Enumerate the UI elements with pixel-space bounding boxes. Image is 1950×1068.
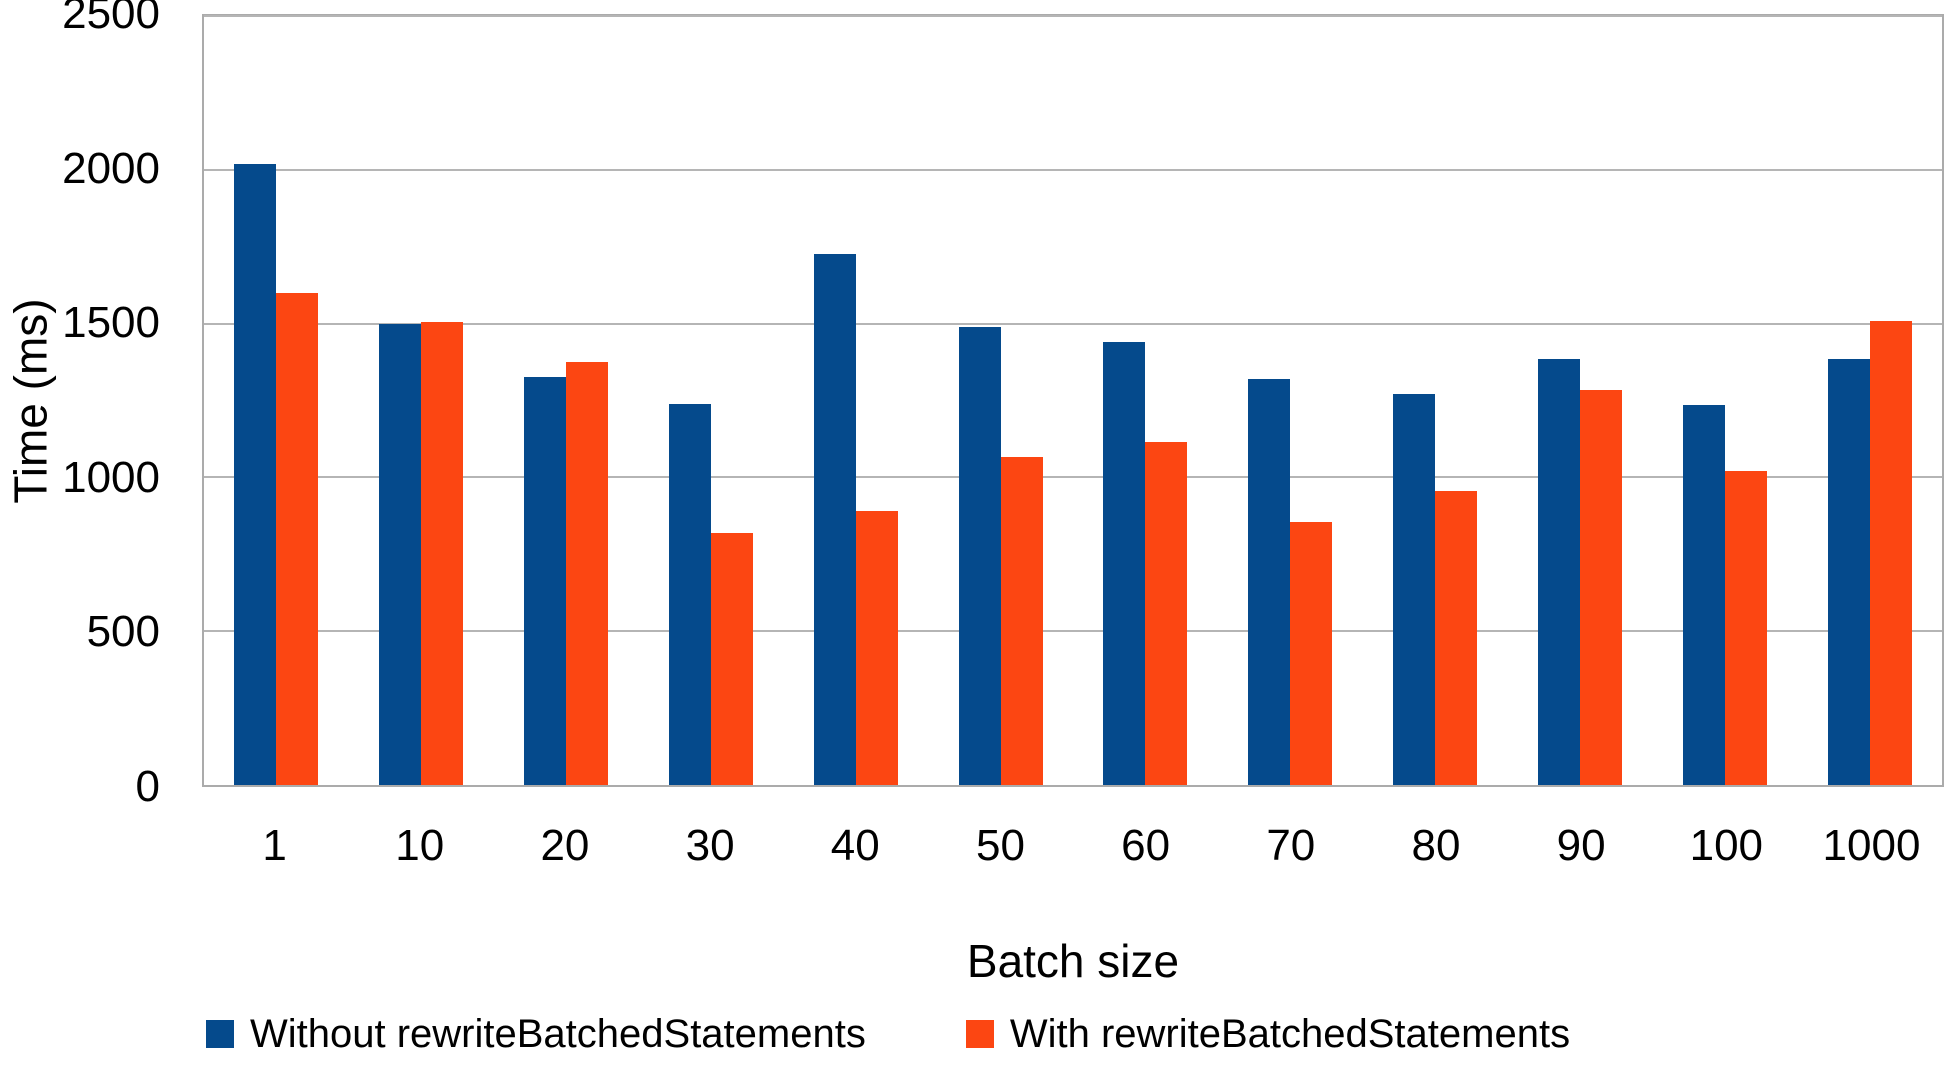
x-axis-tick-labels: 1 10 20 30 40 50 60 70 80 90 100 1000 [202, 824, 1944, 868]
x-tick-label-10: 10 [395, 821, 445, 870]
bar-without-rbs-20 [524, 377, 567, 785]
bar-with-rbs-1000 [1869, 320, 1912, 785]
y-tick-label-2000: 2000 [62, 143, 160, 193]
bar-without-rbs-70 [1248, 378, 1291, 785]
x-tick-label-20: 20 [540, 821, 590, 870]
bar-with-rbs-50 [1000, 457, 1043, 785]
x-tick-label-30: 30 [685, 821, 735, 870]
x-tick-label-1: 1 [262, 821, 287, 870]
y-tick-label-1500: 1500 [62, 298, 160, 348]
gridline-1500 [204, 322, 1942, 325]
bar-with-rbs-100 [1724, 471, 1767, 785]
x-axis-title: Batch size [966, 935, 1180, 987]
y-tick-label-0: 0 [135, 762, 160, 811]
legend-item-with-rbs: With rewriteBatchedStatements [965, 1012, 1571, 1056]
legend-item-without-rbs: Without rewriteBatchedStatements [206, 1014, 866, 1054]
legend-swatch-without-rbs [206, 1020, 234, 1048]
y-tick-label-1000: 1000 [62, 452, 160, 502]
x-tick-label-50: 50 [975, 821, 1025, 870]
x-tick-label-60: 60 [1121, 821, 1171, 870]
bar-group-1000 [1797, 16, 1942, 785]
bar-group-20 [494, 16, 639, 785]
bar-with-rbs-10 [421, 322, 464, 785]
bar-group-50 [928, 16, 1073, 785]
bar-without-rbs-90 [1537, 358, 1580, 785]
bar-with-rbs-60 [1145, 442, 1188, 785]
bar-without-rbs-1000 [1827, 358, 1870, 785]
legend-label: Without rewriteBatchedStatements [250, 1012, 866, 1056]
bar-group-40 [783, 16, 928, 785]
bar-with-rbs-70 [1290, 522, 1333, 785]
bar-with-rbs-90 [1579, 389, 1622, 785]
bar-without-rbs-1 [234, 163, 277, 785]
bar-without-rbs-80 [1393, 394, 1436, 785]
bar-without-rbs-100 [1682, 405, 1725, 785]
x-tick-label-90: 90 [1556, 821, 1606, 870]
bar-without-rbs-30 [668, 403, 711, 785]
x-tick-label-1000: 1000 [1822, 821, 1921, 870]
bar-without-rbs-60 [1103, 342, 1146, 785]
x-tick-label-70: 70 [1266, 821, 1316, 870]
bar-with-rbs-40 [855, 511, 898, 785]
bar-group-10 [349, 16, 494, 785]
bar-with-rbs-20 [566, 362, 609, 785]
bar-with-rbs-30 [710, 532, 753, 785]
bar-without-rbs-50 [958, 326, 1001, 785]
x-tick-label-40: 40 [830, 821, 880, 870]
x-tick-label-100: 100 [1689, 821, 1764, 870]
x-tick-label-80: 80 [1411, 821, 1461, 870]
bar-group-30 [638, 16, 783, 785]
y-tick-label-500: 500 [86, 607, 160, 657]
bar-group-90 [1507, 16, 1652, 785]
legend: Without rewriteBatchedStatements With rew… [206, 1014, 1570, 1054]
bar-without-rbs-10 [379, 323, 422, 785]
gridline-1000 [204, 476, 1942, 479]
gridline-500 [204, 630, 1942, 633]
bar-group-100 [1652, 16, 1797, 785]
bar-without-rbs-40 [813, 254, 856, 785]
bar-group-80 [1363, 16, 1508, 785]
gridline-2500 [204, 15, 1942, 17]
gridline-2000 [204, 168, 1942, 171]
y-axis-tick-labels: 0 500 1000 1500 2000 2500 [0, 0, 160, 809]
bar-with-rbs-1 [276, 292, 319, 785]
bar-group-60 [1073, 16, 1218, 785]
legend-label: With rewriteBatchedStatements [1009, 1012, 1571, 1056]
y-tick-label-2500: 2500 [62, 0, 160, 38]
bar-groups [204, 16, 1942, 785]
bar-group-70 [1218, 16, 1363, 785]
bar-with-rbs-80 [1435, 491, 1478, 785]
legend-swatch-with-rbs [965, 1020, 994, 1048]
plot-area [202, 14, 1944, 787]
bar-group-1 [204, 16, 349, 785]
